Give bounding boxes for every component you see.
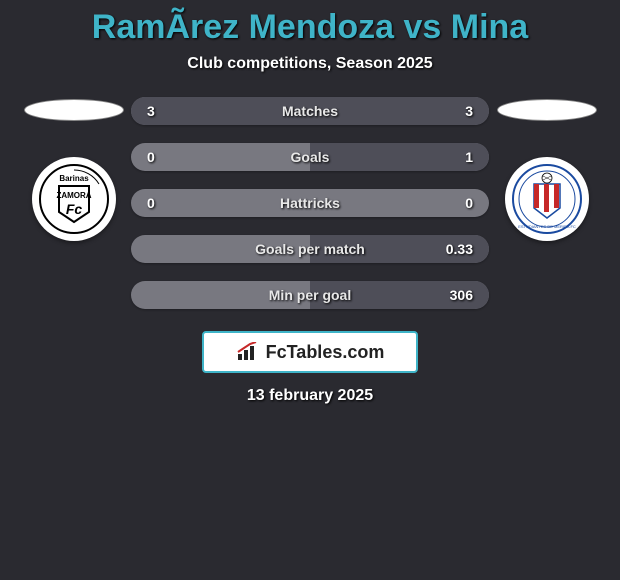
club-badge-right: ESTUDIANTES DE MERIDA FC [505,157,589,241]
comparison-area: Barinas ZAMORA Fc 3 Matches 3 0 Goals 1 0 Hattr… [0,89,620,327]
svg-text:Barinas: Barinas [59,174,89,183]
stat-row: 0 Goals 1 [131,143,489,171]
page-title: RamÃ­rez Mendoza vs Mina [0,8,620,47]
estudiantes-badge-icon: ESTUDIANTES DE MERIDA FC [512,164,582,234]
page-subtitle: Club competitions, Season 2025 [0,55,620,73]
stat-right-value: 1 [465,149,473,165]
stat-row: Goals per match 0.33 [131,235,489,263]
stat-right-value: 0.33 [446,241,473,257]
stat-label: Goals [291,149,330,165]
zamora-badge-icon: Barinas ZAMORA Fc [39,164,109,234]
stat-label: Goals per match [255,241,365,257]
svg-text:Fc: Fc [65,201,82,217]
chart-icon [236,342,260,362]
player-right-column: ESTUDIANTES DE MERIDA FC [489,89,604,241]
brand-box[interactable]: FcTables.com [202,331,418,373]
svg-text:ESTUDIANTES DE MERIDA FC: ESTUDIANTES DE MERIDA FC [518,224,576,229]
stat-left-value: 0 [147,149,155,165]
stat-fill-right [310,143,489,171]
stat-row: 0 Hattricks 0 [131,189,489,217]
stats-column: 3 Matches 3 0 Goals 1 0 Hattricks 0 Goals per mat… [131,89,489,327]
stat-right-value: 306 [450,287,473,303]
brand-text: FcTables.com [266,342,385,363]
stat-label: Min per goal [269,287,351,303]
stat-right-value: 0 [465,195,473,211]
stat-label: Matches [282,103,338,119]
stat-row: Min per goal 306 [131,281,489,309]
stat-left-value: 0 [147,195,155,211]
stat-left-value: 3 [147,103,155,119]
svg-text:ZAMORA: ZAMORA [56,191,91,200]
footer-date: 13 february 2025 [0,387,620,405]
stat-right-value: 3 [465,103,473,119]
stat-row: 3 Matches 3 [131,97,489,125]
stat-label: Hattricks [280,195,340,211]
club-badge-left: Barinas ZAMORA Fc [32,157,116,241]
player-left-column: Barinas ZAMORA Fc [16,89,131,241]
flag-placeholder-left [24,99,124,121]
flag-placeholder-right [497,99,597,121]
